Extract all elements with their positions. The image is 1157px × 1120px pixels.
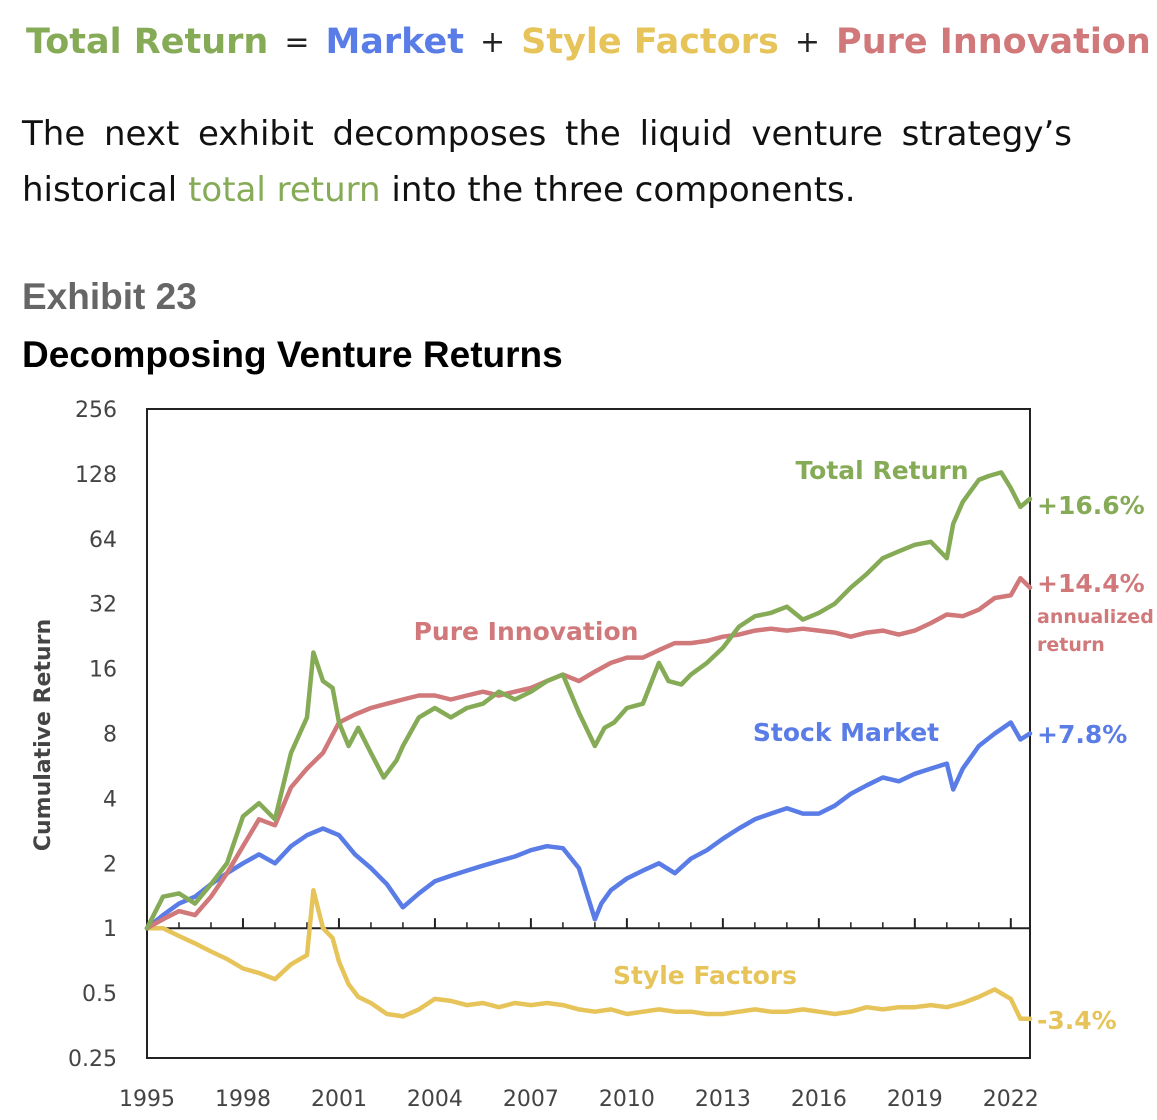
series-lines xyxy=(144,470,1033,1022)
series-line-market xyxy=(144,720,1033,931)
series-name-label: Stock Market xyxy=(753,718,939,747)
intro-word: liquid xyxy=(639,114,733,154)
intro-text: into the three components. xyxy=(380,170,856,210)
intro-word: exhibit xyxy=(197,114,314,154)
intro-word: The xyxy=(22,114,86,154)
y-tick-label: 32 xyxy=(89,593,117,618)
x-tick-label: 2013 xyxy=(695,1087,751,1112)
series-name-label: Pure Innovation xyxy=(414,617,639,646)
decomposition-chart: 256 128 64 32 16 8 4 2 1 0.5 0.25 1995 1998 2001 2004… xyxy=(31,398,1154,1112)
y-tick-label: 8 xyxy=(103,723,117,748)
end-value-label: +14.4% xyxy=(1037,569,1145,598)
annualized-note: return xyxy=(1037,634,1105,656)
series-line-total xyxy=(144,470,1033,931)
intro-paragraph: The next exhibit decomposes the liquid v… xyxy=(22,106,1072,218)
intro-word: venture xyxy=(751,114,883,154)
eq-plus-sign: + xyxy=(479,24,506,60)
annualized-note: annualized xyxy=(1037,606,1154,628)
eq-plus-sign: + xyxy=(794,24,821,60)
exhibit-title: Decomposing Venture Returns xyxy=(22,334,563,375)
intro-text: historical xyxy=(22,170,189,210)
end-value-label: +7.8% xyxy=(1037,720,1127,749)
intro-word: next xyxy=(103,114,180,154)
series-line-innovation xyxy=(144,575,1033,931)
end-value-label: +16.6% xyxy=(1037,491,1145,520)
y-tick-label: 0.5 xyxy=(82,982,117,1007)
x-tick-label: 2010 xyxy=(599,1087,655,1112)
y-tick-label: 64 xyxy=(89,528,117,553)
eq-equals-sign: = xyxy=(284,24,310,60)
y-tick-label: 2 xyxy=(103,852,117,877)
eq-total-return: Total Return xyxy=(26,22,269,62)
y-tick-label: 16 xyxy=(89,658,117,683)
x-tick-label: 2019 xyxy=(887,1087,943,1112)
y-tick-label: 128 xyxy=(75,463,117,488)
x-tick-label: 2004 xyxy=(407,1087,463,1112)
intro-word: decomposes xyxy=(332,114,547,154)
x-tick-label: 2007 xyxy=(503,1087,559,1112)
y-axis: 256 128 64 32 16 8 4 2 1 0.5 0.25 xyxy=(68,398,117,1072)
series-name-label: Total Return xyxy=(795,456,968,485)
y-tick-label: 0.25 xyxy=(68,1047,117,1072)
eq-style-factors: Style Factors xyxy=(521,22,779,62)
x-tick-label: 2001 xyxy=(311,1087,367,1112)
x-tick-label: 2016 xyxy=(791,1087,847,1112)
intro-word: strategy’s xyxy=(901,114,1072,154)
series-line-style xyxy=(144,887,1033,1022)
y-tick-label: 4 xyxy=(103,787,117,812)
x-tick-label: 1995 xyxy=(119,1087,175,1112)
series-name-label: Style Factors xyxy=(613,961,797,990)
y-tick-label: 1 xyxy=(103,917,117,942)
exhibit-number: Exhibit 23 xyxy=(22,276,197,317)
x-tick-label: 2022 xyxy=(983,1087,1039,1112)
intro-highlight-total-return: total return xyxy=(188,170,381,210)
y-axis-label: Cumulative Return xyxy=(31,619,56,851)
equation-header: Total Return = Market + Style Factors + … xyxy=(26,16,1151,68)
eq-market: Market xyxy=(325,22,464,62)
intro-line-1: The next exhibit decomposes the liquid v… xyxy=(22,106,1072,162)
x-axis: 1995 1998 2001 2004 2007 2010 2013 2016 2019 2022 xyxy=(119,918,1039,1112)
intro-line-2: historical total return into the three c… xyxy=(22,162,1072,218)
x-tick-label: 1998 xyxy=(215,1087,271,1112)
series-labels: Total Return +16.6% Pure Innovation +14.4% S… xyxy=(414,456,1154,1035)
intro-word: the xyxy=(565,114,621,154)
end-value-label: -3.4% xyxy=(1037,1006,1117,1035)
eq-pure-innovation: Pure Innovation xyxy=(836,22,1151,62)
y-tick-label: 256 xyxy=(75,398,117,423)
